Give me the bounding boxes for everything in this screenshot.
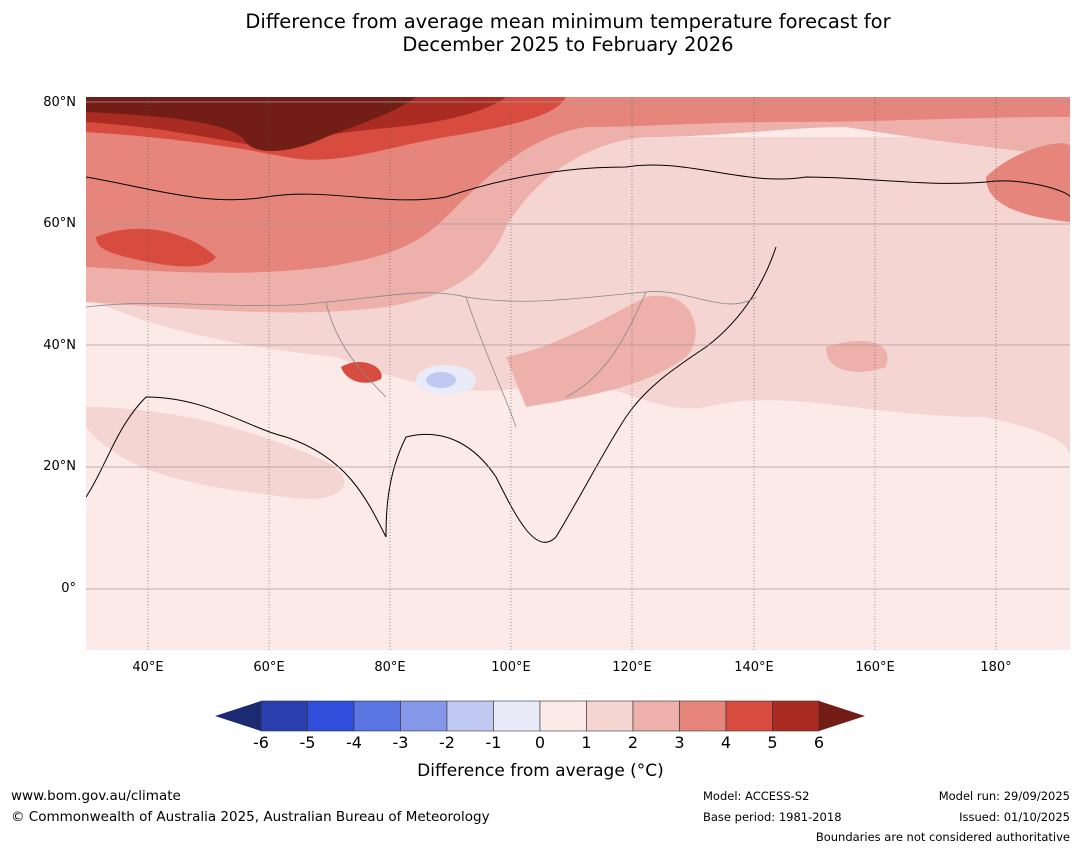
- model-text: Model: ACCESS-S2: [703, 789, 810, 803]
- colorbar-cell: [725, 700, 773, 732]
- lon-tick: 100°E: [491, 660, 531, 675]
- anomaly-map: [86, 97, 1070, 650]
- base-period-text: Base period: 1981-2018: [703, 810, 842, 824]
- colorbar-cell: [539, 700, 587, 732]
- colorbar-tick: -2: [439, 733, 455, 752]
- colorbar-tick: -3: [392, 733, 409, 752]
- title-line-2: December 2025 to February 2026: [402, 33, 734, 56]
- anomaly-region-above-6: [86, 97, 416, 152]
- colorbar-tick: 5: [767, 733, 778, 752]
- colorbar-cell: [353, 700, 401, 732]
- lat-tick: 0°: [61, 581, 76, 596]
- colorbar: [215, 700, 865, 732]
- colorbar-cell: [679, 700, 727, 732]
- lon-tick: 80°E: [374, 660, 406, 675]
- disclaimer-text: Boundaries are not considered authoritat…: [815, 830, 1070, 844]
- model-run-text: Model run: 29/09/2025: [938, 789, 1070, 803]
- website-link[interactable]: www.bom.gov.au/climate: [11, 788, 181, 804]
- colorbar-extend-over: [819, 701, 865, 731]
- colorbar-cell: [307, 700, 355, 732]
- graticule: [147, 97, 997, 650]
- colorbar-cell: [400, 700, 448, 732]
- colorbar-cell: [772, 700, 820, 732]
- colorbar-tick: 3: [674, 733, 685, 752]
- lat-tick: 60°N: [43, 216, 76, 231]
- coastline: [86, 164, 1070, 543]
- colorbar-extend-under: [215, 701, 261, 731]
- figure-title: Difference from average mean minimum tem…: [0, 10, 1081, 56]
- copyright-text: © Commonwealth of Australia 2025, Austra…: [11, 809, 490, 825]
- lat-tick: 80°N: [43, 95, 76, 110]
- lon-tick: 40°E: [132, 660, 164, 675]
- lon-tick: 160°E: [855, 660, 895, 675]
- colorbar-tick: 1: [581, 733, 592, 752]
- issued-text: Issued: 01/10/2025: [959, 810, 1070, 824]
- colorbar-cell: [260, 700, 308, 732]
- lon-tick: 140°E: [734, 660, 774, 675]
- lon-tick: 60°E: [253, 660, 285, 675]
- colorbar-tick: -5: [299, 733, 316, 752]
- lat-tick: 40°N: [43, 338, 76, 353]
- title-line-1: Difference from average mean minimum tem…: [245, 10, 891, 33]
- lat-tick: 20°N: [43, 459, 76, 474]
- colorbar-cell: [493, 700, 541, 732]
- colorbar-tick: -4: [346, 733, 362, 752]
- lon-tick: 180°: [980, 660, 1012, 675]
- colorbar-cell: [632, 700, 680, 732]
- colorbar-tick: 6: [813, 733, 825, 752]
- colorbar-tick: -6: [253, 733, 269, 752]
- colorbar-cell: [446, 700, 494, 732]
- colorbar-tick: 4: [720, 733, 732, 752]
- colorbar-tick: -1: [485, 733, 502, 752]
- lon-tick: 120°E: [612, 660, 652, 675]
- latitude-lines: [86, 101, 1070, 590]
- anomaly-region-below-1: [426, 372, 456, 388]
- country-borders: [86, 291, 757, 428]
- colorbar-cell: [586, 700, 634, 732]
- colorbar-tick: 2: [627, 733, 639, 752]
- colorbar-label: Difference from average (°C): [417, 761, 664, 781]
- colorbar-tick: 0: [534, 733, 546, 752]
